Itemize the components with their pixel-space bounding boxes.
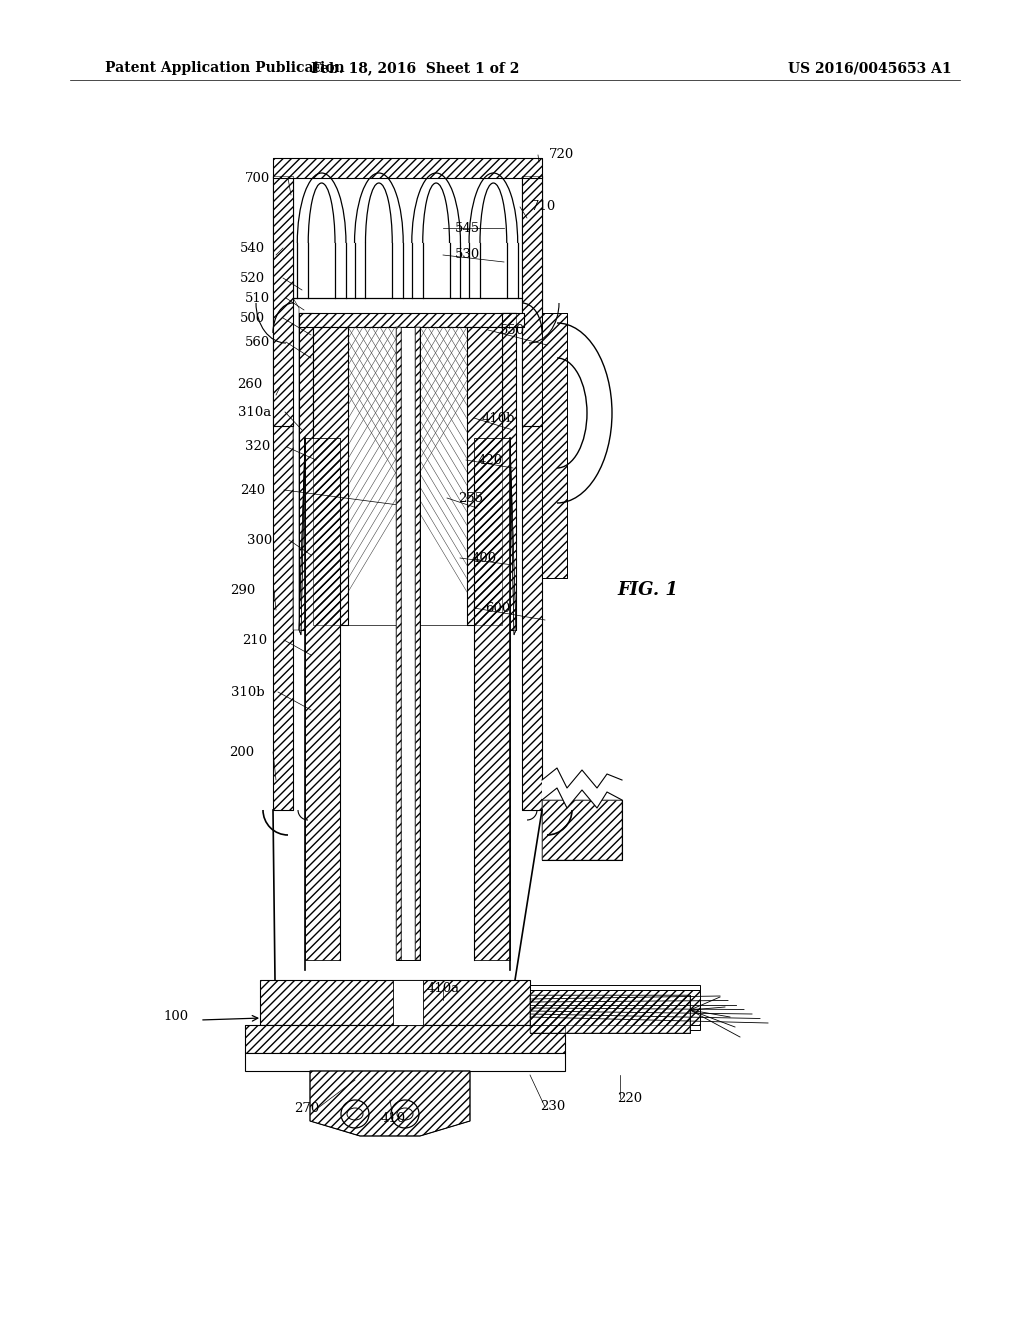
Text: 545: 545	[455, 222, 479, 235]
Polygon shape	[260, 979, 530, 1026]
Polygon shape	[273, 176, 293, 810]
Polygon shape	[273, 176, 293, 426]
Text: 600: 600	[485, 602, 511, 615]
Polygon shape	[502, 313, 524, 327]
Polygon shape	[530, 990, 700, 1026]
Polygon shape	[530, 985, 700, 990]
Text: 700: 700	[246, 172, 270, 185]
Text: 500: 500	[240, 312, 264, 325]
Polygon shape	[522, 176, 542, 426]
Polygon shape	[522, 176, 542, 810]
Polygon shape	[293, 298, 299, 630]
Text: 210: 210	[243, 634, 267, 647]
Text: 560: 560	[245, 335, 269, 348]
Polygon shape	[299, 313, 516, 327]
Polygon shape	[395, 327, 420, 960]
Polygon shape	[299, 438, 305, 635]
Polygon shape	[305, 438, 340, 960]
Text: 540: 540	[240, 242, 264, 255]
Text: 270: 270	[294, 1101, 319, 1114]
Polygon shape	[245, 1026, 565, 1053]
Polygon shape	[502, 313, 516, 630]
Polygon shape	[392, 979, 423, 1026]
Polygon shape	[313, 327, 348, 624]
Text: 420: 420	[477, 454, 503, 466]
Polygon shape	[542, 768, 622, 808]
Text: 100: 100	[164, 1010, 188, 1023]
Text: US 2016/0045653 A1: US 2016/0045653 A1	[788, 61, 952, 75]
Text: 230: 230	[541, 1101, 565, 1114]
Text: 510: 510	[245, 292, 269, 305]
Text: 410: 410	[381, 1111, 406, 1125]
Text: 255: 255	[459, 491, 483, 504]
Text: 310a: 310a	[239, 405, 271, 418]
Text: 320: 320	[246, 441, 270, 454]
Text: 400: 400	[471, 552, 497, 565]
Text: 520: 520	[240, 272, 264, 285]
Polygon shape	[542, 800, 622, 861]
Polygon shape	[542, 313, 567, 578]
Text: 410a: 410a	[426, 982, 460, 994]
Polygon shape	[467, 327, 502, 624]
Polygon shape	[299, 313, 313, 630]
Polygon shape	[395, 327, 400, 960]
Polygon shape	[474, 438, 510, 960]
Polygon shape	[310, 1071, 470, 1137]
Text: 240: 240	[241, 483, 265, 496]
Text: 290: 290	[230, 583, 256, 597]
Text: 530: 530	[455, 248, 479, 261]
Text: 300: 300	[248, 533, 272, 546]
Text: FIG. 1: FIG. 1	[617, 581, 679, 599]
Text: 220: 220	[617, 1092, 643, 1105]
Text: Patent Application Publication: Patent Application Publication	[105, 61, 345, 75]
Text: 720: 720	[549, 149, 574, 161]
Text: 550: 550	[500, 323, 524, 337]
Polygon shape	[273, 158, 542, 178]
Text: 200: 200	[229, 746, 255, 759]
Polygon shape	[348, 327, 467, 624]
Polygon shape	[530, 1026, 700, 1030]
Text: 260: 260	[238, 379, 262, 392]
Text: 710: 710	[530, 201, 556, 214]
Text: 310b: 310b	[231, 685, 265, 698]
Polygon shape	[542, 800, 622, 861]
Polygon shape	[245, 1053, 565, 1071]
Polygon shape	[415, 327, 420, 960]
Polygon shape	[530, 995, 690, 1034]
Polygon shape	[530, 995, 690, 1034]
Text: 410b: 410b	[481, 412, 515, 425]
Text: Feb. 18, 2016  Sheet 1 of 2: Feb. 18, 2016 Sheet 1 of 2	[311, 61, 519, 75]
Polygon shape	[510, 438, 516, 635]
